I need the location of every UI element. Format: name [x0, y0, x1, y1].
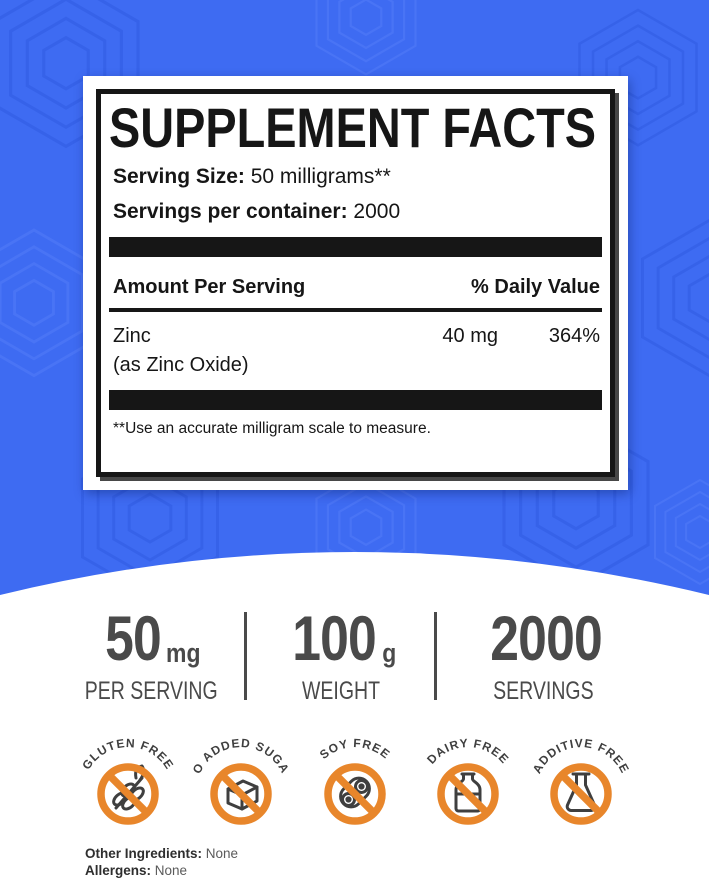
- allergens-value: None: [154, 863, 188, 878]
- stat-per-serving-label: PER SERVING: [84, 677, 218, 705]
- ingredients-block: Other Ingredients: None Allergens: None: [85, 845, 238, 879]
- dairy-free-arc-label: DAIRY FREE: [424, 736, 512, 767]
- nutrient-source-detail: (as Zinc Oxide): [113, 354, 249, 376]
- stat-servings-value: 2000: [490, 604, 602, 674]
- prohibition-slash: [219, 772, 263, 816]
- stat-divider: [244, 612, 248, 700]
- white-curve-divider: [0, 552, 709, 620]
- amount-per-serving-header: Amount Per Serving: [113, 276, 306, 298]
- daily-value-header: % Daily Value: [471, 276, 600, 298]
- free-of-badges-row: GLUTEN FREE NO ADDED SUGAR: [76, 728, 633, 832]
- svg-text:SUPPLEMENT FACTS: SUPPLEMENT FACTS: [109, 104, 596, 154]
- servings-per-container-label: Servings per container:: [113, 200, 348, 223]
- separator-bar-bottom: [109, 390, 602, 410]
- prohibition-ring: [210, 763, 272, 825]
- serving-size-line: Serving Size: 50 milligrams**: [113, 165, 602, 189]
- stat-weight-top: 100 g: [283, 608, 398, 671]
- stat-servings: 2000 SERVINGS: [437, 608, 651, 710]
- prohibition-ring: [323, 763, 386, 825]
- additive-free-badge: ADDITIVE FREE: [530, 736, 631, 825]
- stat-weight-value: 100: [292, 604, 377, 674]
- supplement-facts-panel: SUPPLEMENT FACTS Serving Size: 50 millig…: [83, 76, 628, 490]
- stat-weight-unit: g: [382, 638, 397, 668]
- serving-size-value: 50 milligrams**: [250, 165, 391, 188]
- nutrient-daily-value: 364%: [548, 325, 600, 347]
- prohibition-slash: [446, 772, 490, 816]
- soy-free-arc-label: SOY FREE: [316, 736, 392, 762]
- stat-per-serving-value: 50: [105, 604, 162, 674]
- prohibition-ring: [97, 763, 159, 825]
- dairy-free-badge: DAIRY FREE: [424, 736, 512, 825]
- prohibition-slash: [559, 772, 603, 816]
- stat-per-serving-top: 50 mg: [99, 608, 204, 671]
- nutrient-row: Zinc 40 mg 364%: [113, 325, 600, 348]
- servings-per-container-line: Servings per container: 2000: [113, 200, 602, 224]
- servings-per-container-value: 2000: [353, 200, 401, 223]
- serving-size-label: Serving Size:: [113, 165, 245, 188]
- supplement-facts-title: SUPPLEMENT FACTS: [109, 104, 596, 154]
- no-added-sugar-badge: NO ADDED SUGAR: [189, 728, 292, 825]
- stat-servings-label: SERVINGS: [493, 677, 595, 705]
- other-ingredients-line: Other Ingredients: None: [85, 845, 238, 862]
- supplement-facts-frame: SUPPLEMENT FACTS Serving Size: 50 millig…: [96, 89, 615, 477]
- separator-bar-top: [109, 237, 602, 257]
- nutrient-name: Zinc: [113, 325, 151, 347]
- allergens-line: Allergens: None: [85, 862, 238, 879]
- prohibition-slash: [332, 772, 377, 816]
- stat-per-serving-unit: mg: [165, 638, 201, 668]
- stat-divider: [433, 612, 437, 700]
- soy-free-badge: SOY FREE: [316, 736, 392, 825]
- gluten-free-badge: GLUTEN FREE: [79, 736, 176, 825]
- measurement-footnote: **Use an accurate milligram scale to mea…: [113, 420, 431, 437]
- stats-row: 50 mg PER SERVING 100 g WEIGHT 2000 SERV…: [58, 608, 651, 710]
- other-ingredients-label: Other Ingredients:: [85, 846, 203, 861]
- allergens-label: Allergens:: [85, 863, 152, 878]
- nutrient-amount: 40 mg: [442, 325, 498, 347]
- column-headers: Amount Per Serving % Daily Value: [113, 276, 600, 299]
- stat-per-serving: 50 mg PER SERVING: [58, 608, 244, 710]
- stat-weight: 100 g WEIGHT: [247, 608, 433, 710]
- prohibition-ring: [550, 763, 612, 825]
- prohibition-slash: [106, 772, 150, 816]
- stat-weight-label: WEIGHT: [301, 677, 380, 705]
- prohibition-ring: [437, 763, 499, 825]
- stat-servings-top: 2000: [478, 608, 610, 671]
- other-ingredients-value: None: [205, 846, 239, 861]
- header-rule: [109, 308, 602, 312]
